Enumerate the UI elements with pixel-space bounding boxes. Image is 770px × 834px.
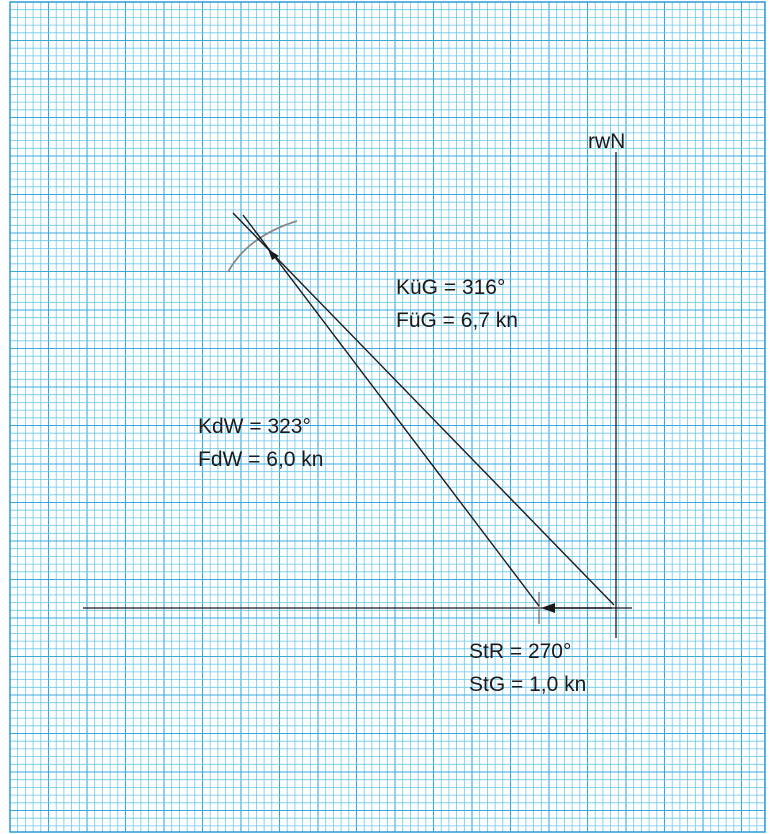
- construction-lines: [83, 152, 632, 638]
- ground-track-vector: [232, 212, 615, 606]
- ground-course-label: KüG = 316°: [396, 276, 505, 299]
- current-direction-label: StR = 270°: [469, 640, 571, 663]
- speed-arc: [227, 220, 298, 273]
- water-speed-label: FdW = 6,0 kn: [198, 448, 323, 471]
- water-course-label: KdW = 323°: [198, 415, 311, 438]
- current-arrowhead: [541, 603, 555, 613]
- sheet-border: [9, 1, 766, 833]
- current-speed-label: StG = 1,0 kn: [469, 673, 586, 696]
- labels: rwN KüG = 316° FüG = 6,7 kn KdW = 323° F…: [198, 130, 625, 696]
- water-track-vector: [242, 214, 540, 607]
- vectors: [232, 212, 615, 613]
- ground-speed-label: FüG = 6,7 kn: [396, 309, 518, 332]
- north-label: rwN: [588, 130, 625, 153]
- water-track-arrowhead: [268, 249, 279, 260]
- millimeter-grid: [9, 1, 765, 832]
